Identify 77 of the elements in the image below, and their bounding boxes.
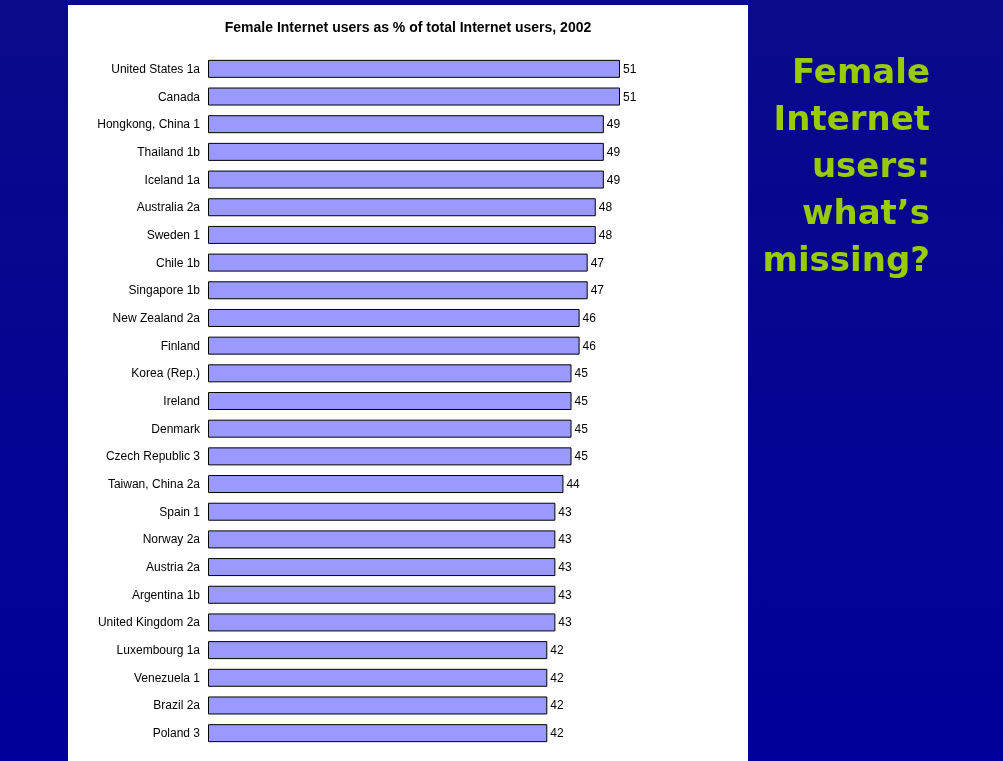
bar bbox=[208, 59, 620, 78]
bar bbox=[208, 198, 596, 217]
bar bbox=[208, 364, 572, 383]
y-tick-label: Austria 2a bbox=[145, 560, 201, 575]
bar bbox=[208, 253, 588, 272]
y-tick-label: Brazil 2a bbox=[153, 698, 201, 713]
y-tick-label: United States 1a bbox=[111, 61, 201, 76]
bar bbox=[208, 281, 588, 300]
data-label: 45 bbox=[574, 421, 589, 436]
bar bbox=[208, 668, 548, 687]
bar bbox=[208, 170, 604, 189]
y-tick-label: Poland 3 bbox=[152, 726, 201, 741]
data-label: 51 bbox=[623, 61, 637, 76]
text: Female Internet users: what’s missing? bbox=[761, 50, 930, 281]
bar bbox=[208, 392, 572, 410]
data-label: 46 bbox=[582, 338, 597, 353]
data-label: 43 bbox=[558, 532, 573, 547]
y-tick-label: Hongkong, China 1 bbox=[97, 117, 201, 132]
bar bbox=[208, 724, 548, 743]
bar bbox=[208, 641, 548, 660]
y-tick-label: United Kingdom 2a bbox=[97, 615, 201, 630]
data-label: 43 bbox=[558, 587, 573, 602]
data-label: 42 bbox=[550, 698, 564, 713]
chart-title: Female Internet users as % of total Internet users, 2002 bbox=[224, 19, 592, 35]
y-tick-label: Luxembourg 1a bbox=[116, 643, 201, 658]
y-tick-label: Venezuela 1 bbox=[133, 670, 201, 685]
bar bbox=[208, 115, 604, 134]
bar bbox=[208, 530, 556, 549]
data-label: 49 bbox=[606, 144, 621, 159]
bar bbox=[208, 308, 580, 327]
y-tick-label: Finland bbox=[160, 338, 200, 353]
data-label: 45 bbox=[574, 366, 589, 381]
y-tick-label: Czech Republic 3 bbox=[105, 449, 201, 464]
bar bbox=[208, 696, 548, 715]
y-tick-label: Singapore 1b bbox=[128, 283, 201, 298]
bar bbox=[208, 502, 556, 521]
data-label: 48 bbox=[598, 227, 613, 242]
y-tick-label: Australia 2a bbox=[136, 200, 201, 215]
bar bbox=[208, 87, 620, 106]
y-tick-label: Taiwan, China 2a bbox=[107, 477, 201, 492]
data-label: 45 bbox=[574, 449, 589, 464]
data-label: 46 bbox=[582, 310, 597, 325]
data-label: 42 bbox=[550, 670, 564, 685]
y-tick-label: Thailand 1b bbox=[137, 144, 201, 159]
bar bbox=[208, 419, 572, 438]
data-label: 43 bbox=[558, 615, 573, 630]
bar bbox=[208, 225, 596, 244]
y-tick-label: New Zealand 2a bbox=[112, 310, 201, 325]
y-tick-label: Iceland 1a bbox=[144, 172, 201, 187]
y-tick-label: Ireland bbox=[163, 394, 200, 408]
bar bbox=[208, 585, 556, 604]
data-label: 45 bbox=[574, 394, 589, 408]
bar bbox=[208, 142, 604, 161]
data-label: 51 bbox=[623, 89, 637, 104]
y-tick-label: Argentina 1b bbox=[131, 587, 201, 602]
data-label: 42 bbox=[550, 726, 564, 741]
data-label: 47 bbox=[590, 255, 605, 270]
y-tick-label: Canada bbox=[157, 89, 201, 104]
y-tick-label: Spain 1 bbox=[159, 504, 201, 519]
data-label: 44 bbox=[566, 477, 581, 492]
data-label: 49 bbox=[606, 172, 621, 187]
data-label: 48 bbox=[598, 200, 613, 215]
y-tick-label: Korea (Rep.) bbox=[131, 366, 200, 381]
y-tick-label: Norway 2a bbox=[142, 532, 201, 547]
bar bbox=[208, 475, 564, 494]
bar bbox=[208, 613, 556, 632]
bar bbox=[208, 558, 556, 577]
data-label: 49 bbox=[606, 117, 621, 132]
data-label: 43 bbox=[558, 560, 573, 575]
data-label: 43 bbox=[558, 504, 573, 519]
data-label: 42 bbox=[550, 643, 564, 658]
data-label: 47 bbox=[590, 283, 605, 298]
y-tick-label: Sweden 1 bbox=[146, 227, 201, 242]
bar bbox=[208, 447, 572, 466]
y-tick-label: Chile 1b bbox=[155, 255, 201, 270]
y-tick-label: Denmark bbox=[151, 421, 201, 436]
bar bbox=[208, 336, 580, 355]
